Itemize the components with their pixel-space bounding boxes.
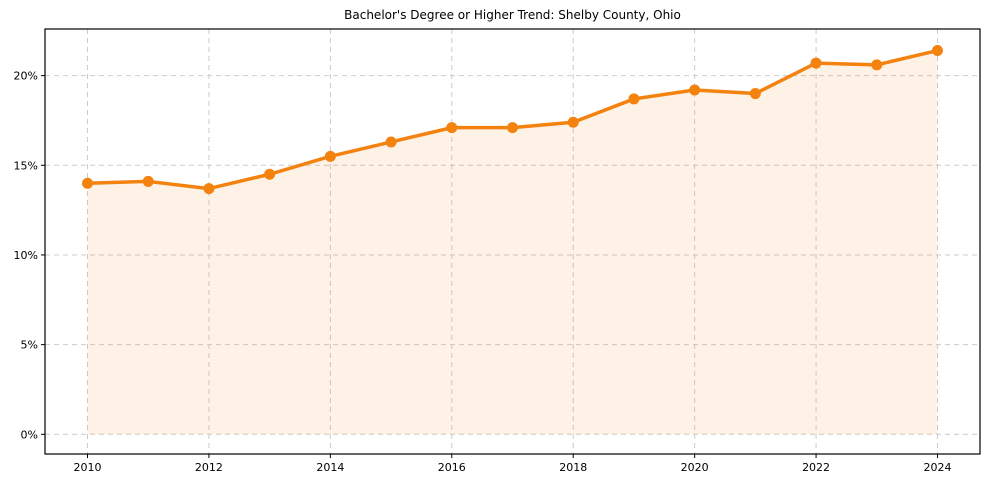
x-tick-label: 2014 [316,461,344,474]
data-point-marker [749,88,761,100]
plot-background [45,29,980,454]
y-tick-label: 20% [14,70,38,83]
plot-border [44,28,981,455]
data-point-marker [567,116,579,128]
x-tick-label: 2024 [924,461,952,474]
data-point-marker [203,183,215,195]
data-point-marker [324,150,336,162]
chart-title: Bachelor's Degree or Higher Trend: Shelb… [344,8,681,22]
y-tick-label: 0% [21,428,38,441]
data-point-marker [264,168,276,180]
data-point-marker [932,45,943,57]
y-tick-label: 5% [21,339,38,352]
x-tick-label: 2010 [74,461,102,474]
x-tick-label: 2020 [681,461,709,474]
x-tick-label: 2016 [438,461,466,474]
data-point-marker [142,175,154,187]
data-point-marker [628,93,640,105]
data-point-marker [689,84,701,96]
data-point-marker [446,122,458,134]
area-fill [87,50,938,435]
y-tick-label: 10% [14,249,38,262]
data-point-marker [810,57,822,69]
x-tick-label: 2012 [195,461,223,474]
data-point-marker [871,59,883,71]
x-tick-label: 2018 [559,461,587,474]
x-tick-label: 2022 [802,461,830,474]
data-point-marker [507,122,518,134]
data-point-marker [82,177,93,189]
data-point-marker [385,136,397,148]
y-tick-label: 15% [14,159,38,172]
